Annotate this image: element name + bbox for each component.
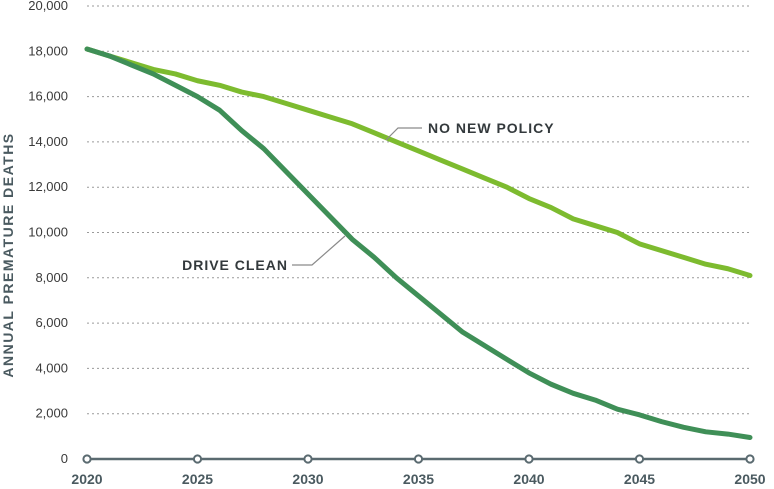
x-tick-label-2020: 2020 (71, 471, 102, 487)
series-lines (84, 46, 753, 440)
y-tick-label-16000: 16,000 (28, 89, 68, 104)
x-tick-marker-2025 (192, 454, 203, 464)
drive-clean-leader-line (292, 235, 346, 266)
series-annotations: NO NEW POLICY DRIVE CLEAN (182, 120, 555, 273)
y-tick-label-6000: 6,000 (35, 315, 68, 330)
series-line-no-new-policy (84, 46, 753, 279)
y-tick-label-20000: 20,000 (28, 0, 68, 13)
no-new-policy-leader-line (385, 127, 422, 141)
x-tick-marker-2035 (413, 454, 424, 464)
x-tick-label-2035: 2035 (403, 471, 434, 487)
y-tick-label-8000: 8,000 (35, 270, 68, 285)
x-tick-label-2040: 2040 (513, 471, 544, 487)
x-tick-marker-2050 (745, 454, 755, 464)
y-axis-ticks: 0 2,000 4,000 6,000 8,000 10,000 12,000 14,000 1… (28, 0, 68, 466)
y-tick-label-4000: 4,000 (35, 360, 68, 375)
x-axis-ticks: 2020 2025 2030 2035 2040 2045 2050 (71, 454, 766, 487)
x-tick-label-2050: 2050 (734, 471, 765, 487)
x-tick-marker-2020 (82, 454, 92, 464)
x-tick-label-2030: 2030 (292, 471, 323, 487)
no-new-policy-label: NO NEW POLICY (428, 120, 555, 136)
x-tick-marker-2045 (634, 454, 645, 464)
x-tick-label-2025: 2025 (182, 471, 213, 487)
y-tick-label-10000: 10,000 (28, 225, 68, 240)
y-tick-label-2000: 2,000 (35, 406, 68, 421)
gridlines (87, 5, 750, 415)
y-tick-label-12000: 12,000 (28, 179, 68, 194)
y-tick-label-14000: 14,000 (28, 134, 68, 149)
x-tick-marker-2040 (524, 454, 534, 464)
drive-clean-label: DRIVE CLEAN (182, 257, 288, 273)
x-tick-marker-2030 (303, 454, 313, 464)
x-tick-label-2045: 2045 (624, 471, 655, 487)
y-tick-label-0: 0 (61, 451, 68, 466)
series-line-drive-clean (84, 46, 753, 440)
y-tick-label-18000: 18,000 (28, 43, 68, 58)
y-axis-label: ANNUAL PREMATURE DEATHS (0, 132, 16, 377)
